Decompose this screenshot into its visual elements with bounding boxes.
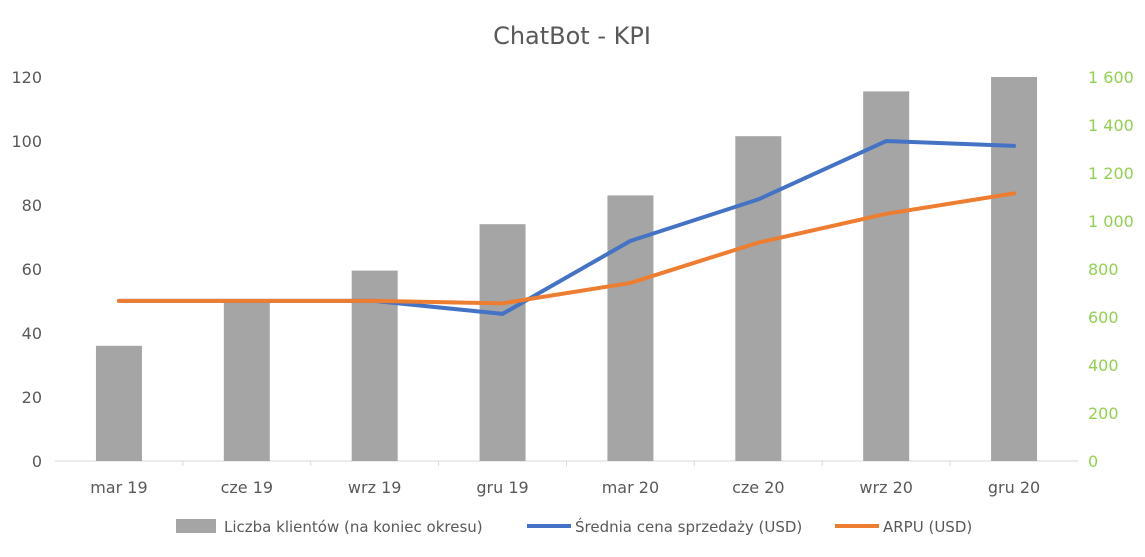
legend-label: ARPU (USD) xyxy=(883,518,972,536)
bar xyxy=(95,345,142,461)
x-tick-label: cze 19 xyxy=(221,478,273,497)
y-right-tick-label: 400 xyxy=(1088,356,1119,375)
legend: Liczba klientów (na koniec okresu) Średni… xyxy=(176,517,972,536)
line-series xyxy=(116,139,1017,316)
x-tick-label: wrz 19 xyxy=(348,478,402,497)
series-line xyxy=(116,191,1017,306)
chart-title: ChatBot - KPI xyxy=(493,22,651,50)
y-right-tick-label: 800 xyxy=(1088,260,1119,279)
bar xyxy=(223,301,270,461)
y-right-tick-label: 200 xyxy=(1088,404,1119,423)
bar xyxy=(479,224,526,461)
y-left-tick-label: 60 xyxy=(22,260,42,279)
bar xyxy=(991,77,1038,461)
y-right-tick-label: 600 xyxy=(1088,308,1119,327)
x-tick-label: gru 19 xyxy=(476,478,528,497)
bar xyxy=(735,136,782,461)
left-axis: 0 20 40 60 80 100 120 xyxy=(11,68,42,471)
y-left-tick-label: 20 xyxy=(22,388,42,407)
y-right-tick-label: 1 400 xyxy=(1088,116,1134,135)
right-axis: 0 200 400 600 800 1 000 1 200 1 400 1 600 xyxy=(1088,68,1134,471)
y-left-tick-label: 120 xyxy=(11,68,42,87)
y-left-tick-label: 100 xyxy=(11,132,42,151)
x-tick-label: mar 20 xyxy=(602,478,659,497)
x-tick-label: cze 20 xyxy=(732,478,784,497)
legend-swatch xyxy=(176,519,216,533)
y-right-tick-label: 1 600 xyxy=(1088,68,1134,87)
y-right-tick-label: 1 000 xyxy=(1088,212,1134,231)
y-left-tick-label: 0 xyxy=(32,452,42,471)
legend-label: Liczba klientów (na koniec okresu) xyxy=(224,518,483,536)
legend-label: Średnia cena sprzedaży (USD) xyxy=(575,517,802,536)
x-tick-label: mar 19 xyxy=(90,478,147,497)
y-right-tick-label: 1 200 xyxy=(1088,164,1134,183)
bar-series xyxy=(95,77,1038,462)
x-axis: mar 19 cze 19 wrz 19 gru 19 mar 20 cze 20 wrz … xyxy=(90,461,1040,497)
y-left-tick-label: 80 xyxy=(22,196,42,215)
x-tick-label: wrz 20 xyxy=(859,478,913,497)
x-tick-label: gru 20 xyxy=(988,478,1040,497)
y-left-tick-label: 40 xyxy=(22,324,42,343)
y-right-tick-label: 0 xyxy=(1088,452,1098,471)
bar xyxy=(863,91,910,462)
